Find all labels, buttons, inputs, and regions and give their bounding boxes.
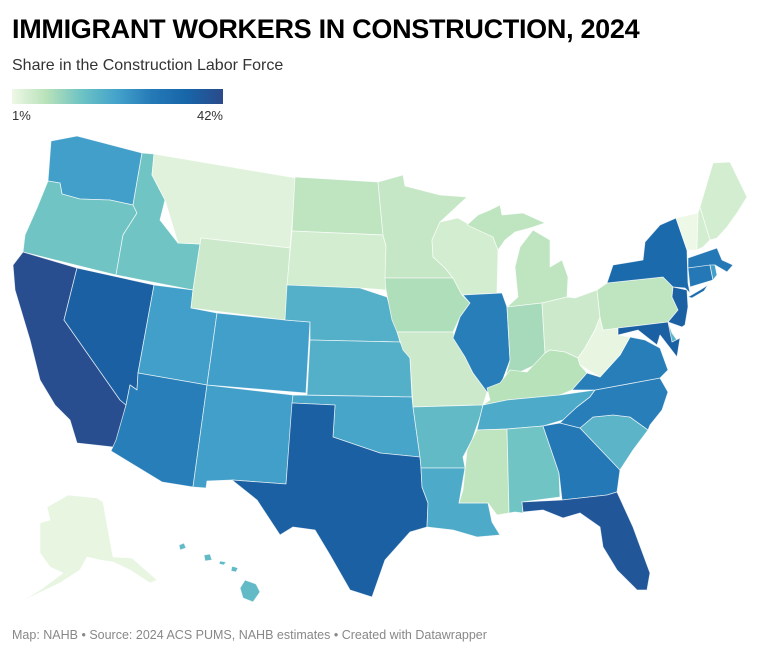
state-wy[interactable]: WY: 6% [190, 237, 291, 321]
state-hi-part-2[interactable]: HI: 19% [218, 560, 227, 566]
state-ri[interactable]: RI: 24% [709, 264, 718, 281]
state-hi-part-3[interactable]: HI: 19% [230, 565, 239, 573]
state-co[interactable]: CO: 24% [206, 312, 311, 394]
state-ak[interactable]: AK: 2% [19, 494, 158, 603]
state-fl[interactable]: FL: 39% [521, 491, 651, 591]
state-hi-part-4[interactable]: HI: 19% [239, 579, 261, 603]
state-ny-part-1[interactable]: NY: 34% [687, 284, 709, 299]
map-title: IMMIGRANT WORKERS IN CONSTRUCTION, 2024 [12, 14, 640, 44]
state-la[interactable]: LA: 22% [420, 467, 501, 538]
state-nd[interactable]: ND: 8% [291, 176, 384, 236]
state-ct[interactable]: CT: 30% [687, 264, 714, 288]
source-footer: Map: NAHB • Source: 2024 ACS PUMS, NAHB … [12, 628, 487, 642]
legend-color-scale [12, 89, 223, 104]
state-mi-part-1[interactable]: MI: 8% [466, 204, 546, 251]
legend-min-label: 1% [12, 108, 31, 123]
state-il[interactable]: IL: 29% [452, 292, 511, 393]
legend-max-label: 42% [196, 108, 223, 123]
state-nj[interactable]: NJ: 37% [667, 286, 689, 328]
map-subtitle: Share in the Construction Labor Force [12, 57, 284, 74]
state-md[interactable]: MD: 37% [617, 321, 681, 358]
state-nm[interactable]: NM: 24% [192, 384, 294, 489]
state-tx[interactable]: TX: 37% [231, 402, 429, 598]
state-mt[interactable]: MT: 3% [151, 153, 297, 249]
state-hi-part-1[interactable]: HI: 19% [203, 553, 213, 562]
state-ks[interactable]: KS: 21% [306, 339, 413, 398]
state-mi[interactable]: MI: 8% [506, 229, 569, 308]
state-me[interactable]: ME: 5% [699, 161, 748, 241]
state-sd[interactable]: SD: 5% [286, 230, 387, 291]
state-nc[interactable]: NC: 29% [559, 377, 669, 431]
state-hi[interactable]: HI: 19% [178, 542, 187, 551]
